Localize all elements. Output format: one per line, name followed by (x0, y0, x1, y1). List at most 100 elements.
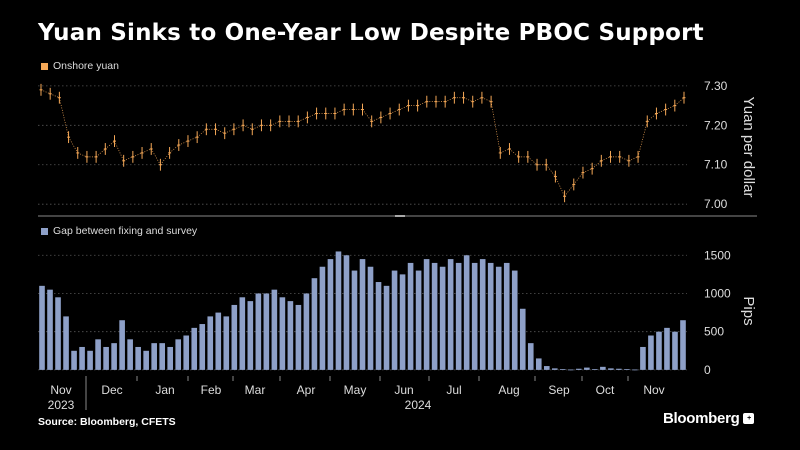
yuan-connector (224, 128, 235, 134)
gap-bar (616, 368, 622, 370)
yuan-connector (105, 140, 115, 150)
gap-bar (303, 293, 310, 370)
yuan-connector (242, 124, 253, 130)
yuan-connector (169, 144, 180, 154)
yuan-connector (371, 117, 382, 122)
gap-bar (215, 312, 222, 370)
gap-bar (287, 301, 294, 370)
gap-bar (648, 335, 654, 370)
gap-bar (343, 255, 350, 370)
yuan-tick-label: 7.20 (704, 118, 728, 132)
yuan-connector (334, 109, 345, 114)
source-note: Source: Bloomberg, CFETS (38, 416, 176, 428)
legend-swatch-yuan (41, 62, 48, 70)
yuan-connector (77, 152, 88, 158)
x-year-label: 2023 (48, 398, 75, 412)
gap-bar (63, 316, 69, 370)
legend-label-gap: Gap between fixing and survey (53, 225, 198, 237)
gap-bar (471, 262, 478, 370)
gap-bar (279, 297, 286, 370)
gap-bar (71, 350, 77, 370)
gap-bar (55, 297, 61, 370)
gap-bar (415, 270, 422, 370)
yuan-connector (233, 124, 244, 130)
gap-bar (511, 270, 518, 370)
gap-bar (576, 368, 582, 370)
gap-bar (335, 251, 342, 370)
yuan-tick-label: 7.10 (704, 158, 728, 172)
gap-bar (447, 259, 454, 370)
gap-bar (191, 327, 198, 370)
gap-bar (535, 358, 542, 370)
gap-bar (247, 301, 254, 370)
yuan-connector (545, 164, 556, 177)
gap-bar (568, 369, 574, 371)
x-tick-label: Nov (643, 383, 664, 397)
gap-bar (479, 259, 486, 370)
gap-tick-label: 1000 (704, 286, 731, 300)
gap-bar (295, 304, 302, 370)
x-year-label: 2024 (405, 398, 432, 412)
gap-bar (560, 369, 566, 370)
yuan-connector (187, 136, 198, 142)
gap-bar (503, 262, 510, 370)
gap-bar (592, 369, 598, 370)
yuan-connector (270, 121, 280, 126)
gap-bar (39, 285, 45, 370)
yuan-connector (68, 136, 79, 154)
yuan-tick-label: 7.30 (704, 79, 728, 93)
gap-bar (439, 266, 446, 370)
gap-bar (391, 270, 398, 370)
yuan-connector (417, 101, 427, 106)
yuan-connector (150, 148, 161, 165)
yuan-connector (463, 97, 473, 102)
gap-bar (95, 339, 101, 370)
gap-bar (199, 324, 206, 370)
yuan-connector (380, 113, 391, 118)
gap-bar (263, 293, 270, 370)
x-tick-label: Jul (446, 383, 461, 397)
legend-onshore-yuan: Onshore yuan (41, 60, 119, 72)
gap-bar (487, 262, 494, 370)
gap-bar (600, 366, 606, 370)
gap-bar (119, 320, 125, 370)
gap-bar (151, 343, 157, 370)
gap-bar (431, 262, 438, 370)
gap-tick-label: 1500 (704, 248, 731, 262)
yuan-connector (637, 121, 648, 157)
gap-bar (135, 346, 141, 370)
gap-bar (519, 308, 526, 370)
gap-bar (47, 289, 53, 370)
x-tick-label: Apr (297, 383, 316, 397)
gap-bar (183, 335, 190, 370)
yuan-connector (362, 109, 372, 122)
yuan-connector (132, 152, 143, 158)
gap-bar (672, 331, 678, 370)
yuan-connector (573, 172, 584, 185)
gap-bar (656, 331, 662, 370)
yuan-connector (656, 109, 666, 114)
gap-bar (543, 366, 550, 370)
x-tick-label: Feb (201, 383, 222, 397)
gap-bar (680, 320, 686, 370)
gap-axis-title: Pips (740, 296, 757, 325)
gap-bar (223, 316, 230, 370)
yuan-connector (628, 156, 639, 162)
gap-bar (632, 369, 638, 371)
gap-bar (551, 368, 558, 370)
yuan-connector (196, 128, 207, 138)
gap-bar (664, 327, 670, 370)
gap-bar (455, 262, 462, 370)
yuan-connector (40, 89, 51, 95)
gap-bar (383, 285, 390, 370)
yuan-connector (619, 156, 630, 162)
gap-bar (327, 259, 334, 370)
x-tick-label: Dec (101, 383, 122, 397)
yuan-axis-title: Yuan per dollar (740, 97, 757, 198)
yuan-connector (527, 156, 538, 166)
gap-bar (359, 259, 366, 370)
yuan-connector (215, 128, 225, 134)
yuan-connector (472, 97, 483, 102)
divider-handle (395, 215, 405, 217)
